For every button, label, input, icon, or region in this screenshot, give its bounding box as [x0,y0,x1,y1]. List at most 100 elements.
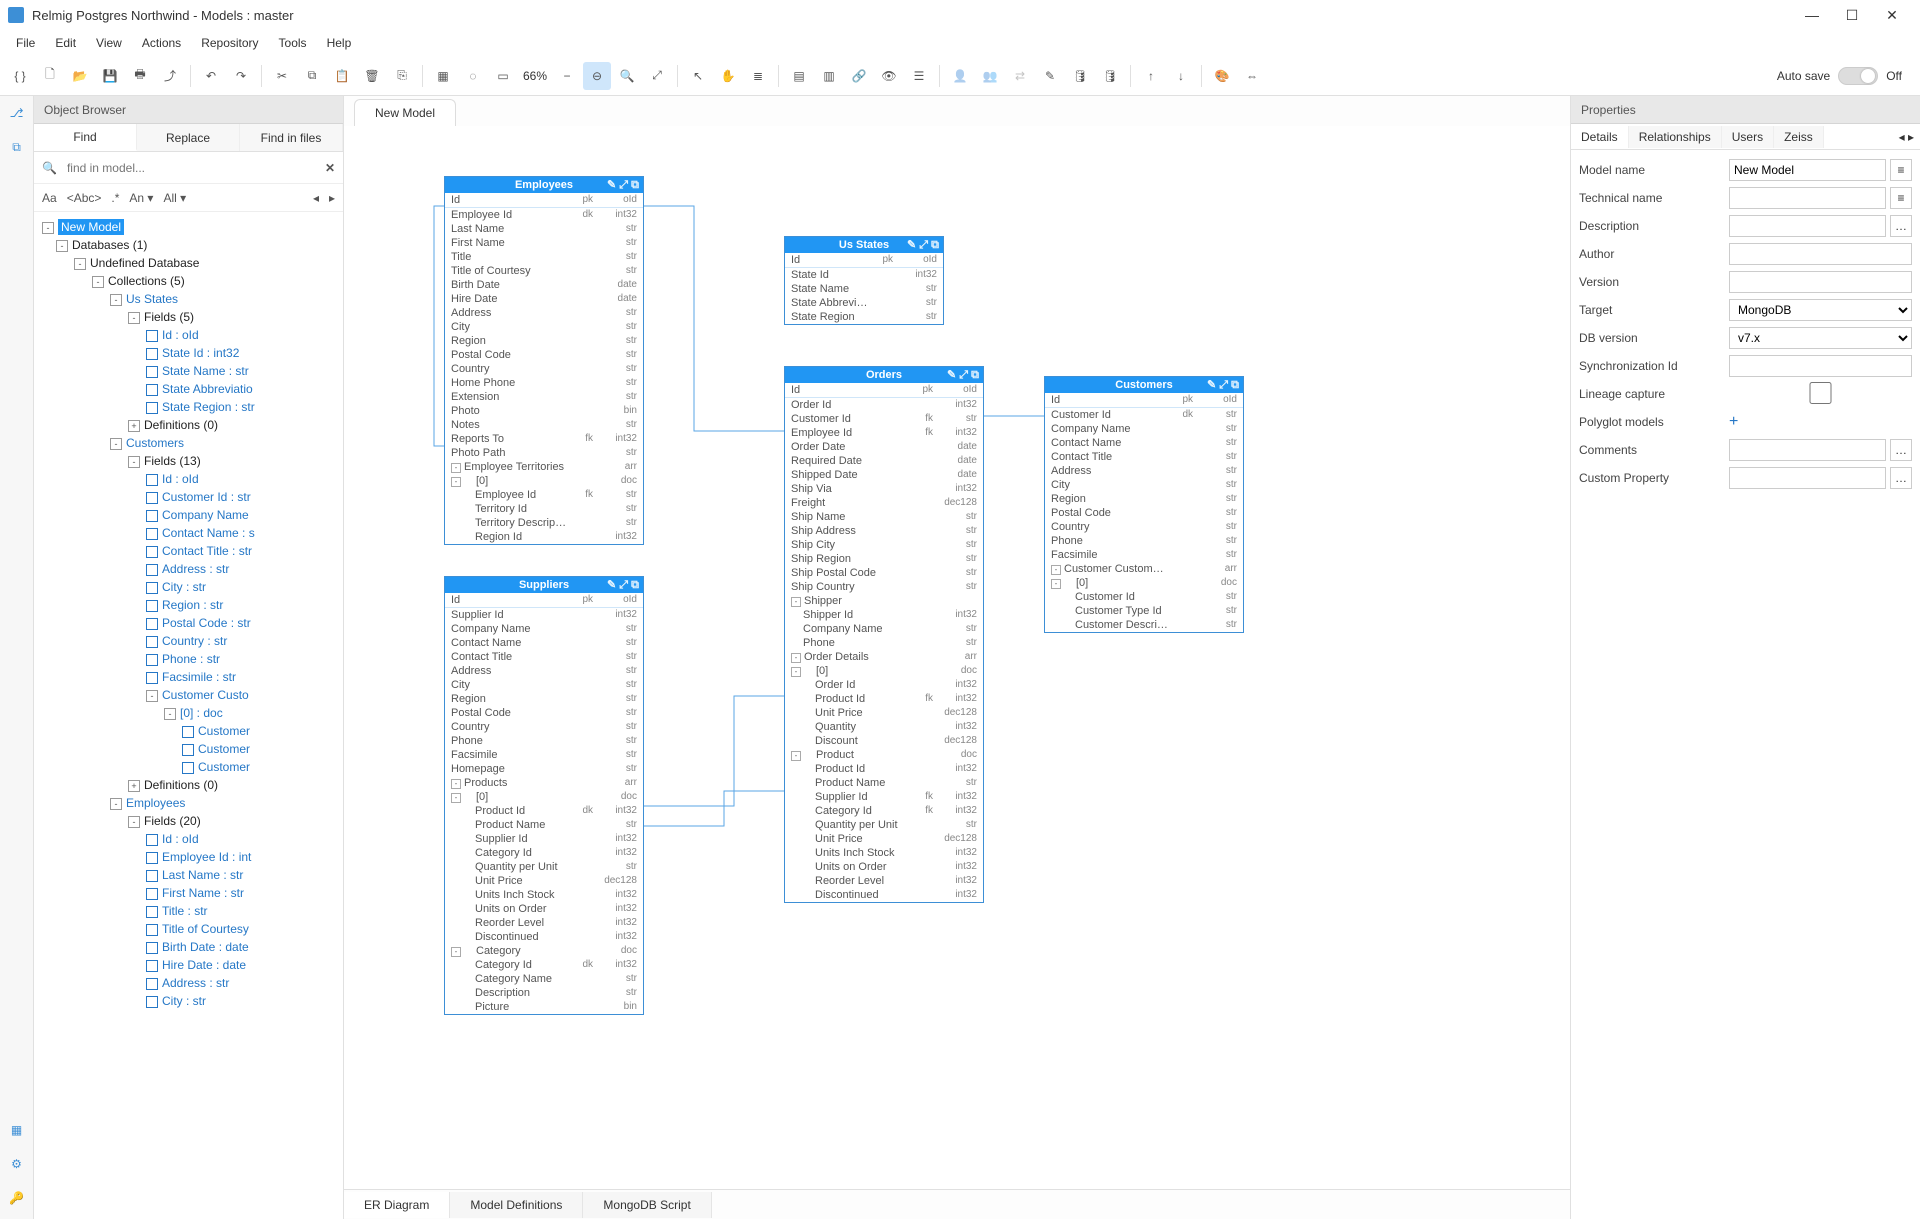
menu-repository[interactable]: Repository [191,32,268,54]
entity-field[interactable]: -[0]doc [445,474,643,488]
filter-chip[interactable]: All ▾ [163,191,186,205]
entity-field[interactable]: Territory Idstr [445,502,643,516]
group-button[interactable]: 👥 [976,62,1004,90]
prop-value[interactable] [1729,187,1886,209]
prop-value[interactable] [1729,467,1886,489]
zoom-fit-button[interactable]: ⊖ [583,62,611,90]
entity-field[interactable]: Picturebin [445,1000,643,1014]
prop-value[interactable]: + [1729,413,1912,431]
clear-search-icon[interactable]: ✕ [325,161,335,175]
rail-grid-icon[interactable]: ▦ [6,1119,28,1141]
entity-field[interactable]: -Customer Customer Demosarr [1045,562,1243,576]
tree-node[interactable]: -Us States [38,290,339,308]
save-button[interactable]: 💾 [96,62,124,90]
entity-employees[interactable]: Employees✎ ⤢ ⧉IdpkoIdEmployee Iddkint32L… [444,176,644,545]
pointer-button[interactable]: ↖ [684,62,712,90]
entity-field[interactable]: Home Phonestr [445,376,643,390]
entity-suppliers[interactable]: Suppliers✎ ⤢ ⧉IdpkoIdSupplier Idint32Com… [444,576,644,1015]
entity-field[interactable]: -Productdoc [785,748,983,762]
user-button[interactable]: 👤 [946,62,974,90]
entity-field[interactable]: IdpkoId [785,253,943,268]
prop-action-button[interactable]: ≡ [1890,187,1912,209]
tree-node[interactable]: -Databases (1) [38,236,339,254]
entity-field[interactable]: Photo Pathstr [445,446,643,460]
fullscreen-button[interactable]: ⤢ [643,62,671,90]
entity-field[interactable]: Countrystr [1045,520,1243,534]
tree-node[interactable]: Company Name [38,506,339,524]
entity-field[interactable]: Employee Idfkint32 [785,426,983,440]
entity-field[interactable]: Phonestr [445,734,643,748]
tree-node[interactable]: First Name : str [38,884,339,902]
entity-field[interactable]: Contact Namestr [445,636,643,650]
entity-field[interactable]: Shipped Datedate [785,468,983,482]
entity-field[interactable]: Unit Pricedec128 [785,706,983,720]
rail-settings-icon[interactable]: ⚙ [6,1153,28,1175]
tree-node[interactable]: Phone : str [38,650,339,668]
entity-field[interactable]: Units on Orderint32 [785,860,983,874]
db1-button[interactable]: 🛢 [1066,62,1094,90]
paste-button[interactable]: 📋 [328,62,356,90]
entity-header[interactable]: Orders✎ ⤢ ⧉ [785,367,983,383]
layout1-button[interactable]: ▤ [785,62,813,90]
entity-field[interactable]: Titlestr [445,250,643,264]
entity-field[interactable]: Citystr [445,678,643,692]
entity-field[interactable]: Contact Titlestr [1045,450,1243,464]
minimize-button[interactable]: — [1792,0,1832,30]
redo-button[interactable]: ↷ [227,62,255,90]
entity-field[interactable]: Discontinuedint32 [785,888,983,902]
entity-header[interactable]: Us States✎ ⤢ ⧉ [785,237,943,253]
entity-field[interactable]: Supplier Idint32 [445,608,643,622]
prop-value[interactable]: v7.x [1729,327,1912,349]
entity-field[interactable]: Ship Namestr [785,510,983,524]
menu-actions[interactable]: Actions [132,32,191,54]
undo-button[interactable]: ↶ [197,62,225,90]
tree-node[interactable]: +Definitions (0) [38,416,339,434]
tree-node[interactable]: Id : oId [38,470,339,488]
entity-field[interactable]: Shipper Idint32 [785,608,983,622]
menu-view[interactable]: View [86,32,132,54]
entity-field[interactable]: Company Namestr [1045,422,1243,436]
entity-field[interactable]: IdpkoId [445,193,643,208]
zoom-level[interactable]: 66% [519,69,551,83]
tree-node[interactable]: Customer [38,758,339,776]
browser-tab-find-in-files[interactable]: Find in files [240,124,343,151]
select-rect-button[interactable]: ▭ [489,62,517,90]
bottom-tab-er-diagram[interactable]: ER Diagram [344,1192,450,1218]
entity-field[interactable]: Product Iddkint32 [445,804,643,818]
tree-node[interactable]: Facsimile : str [38,668,339,686]
canvas-tab-model[interactable]: New Model [354,99,456,126]
tree-node[interactable]: State Region : str [38,398,339,416]
entity-field[interactable]: Ship Citystr [785,538,983,552]
entity-field[interactable]: IdpkoId [1045,393,1243,408]
entity-field[interactable]: Citystr [1045,478,1243,492]
prop-value[interactable] [1729,439,1886,461]
{}-button[interactable]: { } [6,62,34,90]
filter-chip[interactable]: An ▾ [129,191,153,205]
entity-field[interactable]: Postal Codestr [1045,506,1243,520]
tree-node[interactable]: Id : oId [38,326,339,344]
entity-field[interactable]: Photobin [445,404,643,418]
entity-field[interactable]: Units Inch Stockint32 [445,888,643,902]
tree[interactable]: -New Model-Databases (1)-Undefined Datab… [34,212,343,1219]
entity-field[interactable]: Customer Idstr [1045,590,1243,604]
duplicate-button[interactable]: ⎘ [388,62,416,90]
entity-field[interactable]: Regionstr [445,334,643,348]
entity-field[interactable]: Supplier Idfkint32 [785,790,983,804]
tree-node[interactable]: Contact Title : str [38,542,339,560]
entity-field[interactable]: Regionstr [445,692,643,706]
entity-field[interactable]: Customer Descriptionstr [1045,618,1243,632]
bottom-tab-model-definitions[interactable]: Model Definitions [450,1192,583,1218]
entity-field[interactable]: Facsimilestr [445,748,643,762]
entity-field[interactable]: Postal Codestr [445,348,643,362]
tree-node[interactable]: City : str [38,578,339,596]
menu-edit[interactable]: Edit [45,32,86,54]
tree-node[interactable]: Address : str [38,560,339,578]
align-button[interactable]: ≣ [744,62,772,90]
entity-customers[interactable]: Customers✎ ⤢ ⧉IdpkoIdCustomer IddkstrCom… [1044,376,1244,633]
entity-header[interactable]: Suppliers✎ ⤢ ⧉ [445,577,643,593]
entity-field[interactable]: Freightdec128 [785,496,983,510]
prop-action-button[interactable]: … [1890,467,1912,489]
tree-node[interactable]: City : str [38,992,339,1010]
filter-chip[interactable]: Aa [42,191,57,205]
entity-field[interactable]: State Regionstr [785,310,943,324]
